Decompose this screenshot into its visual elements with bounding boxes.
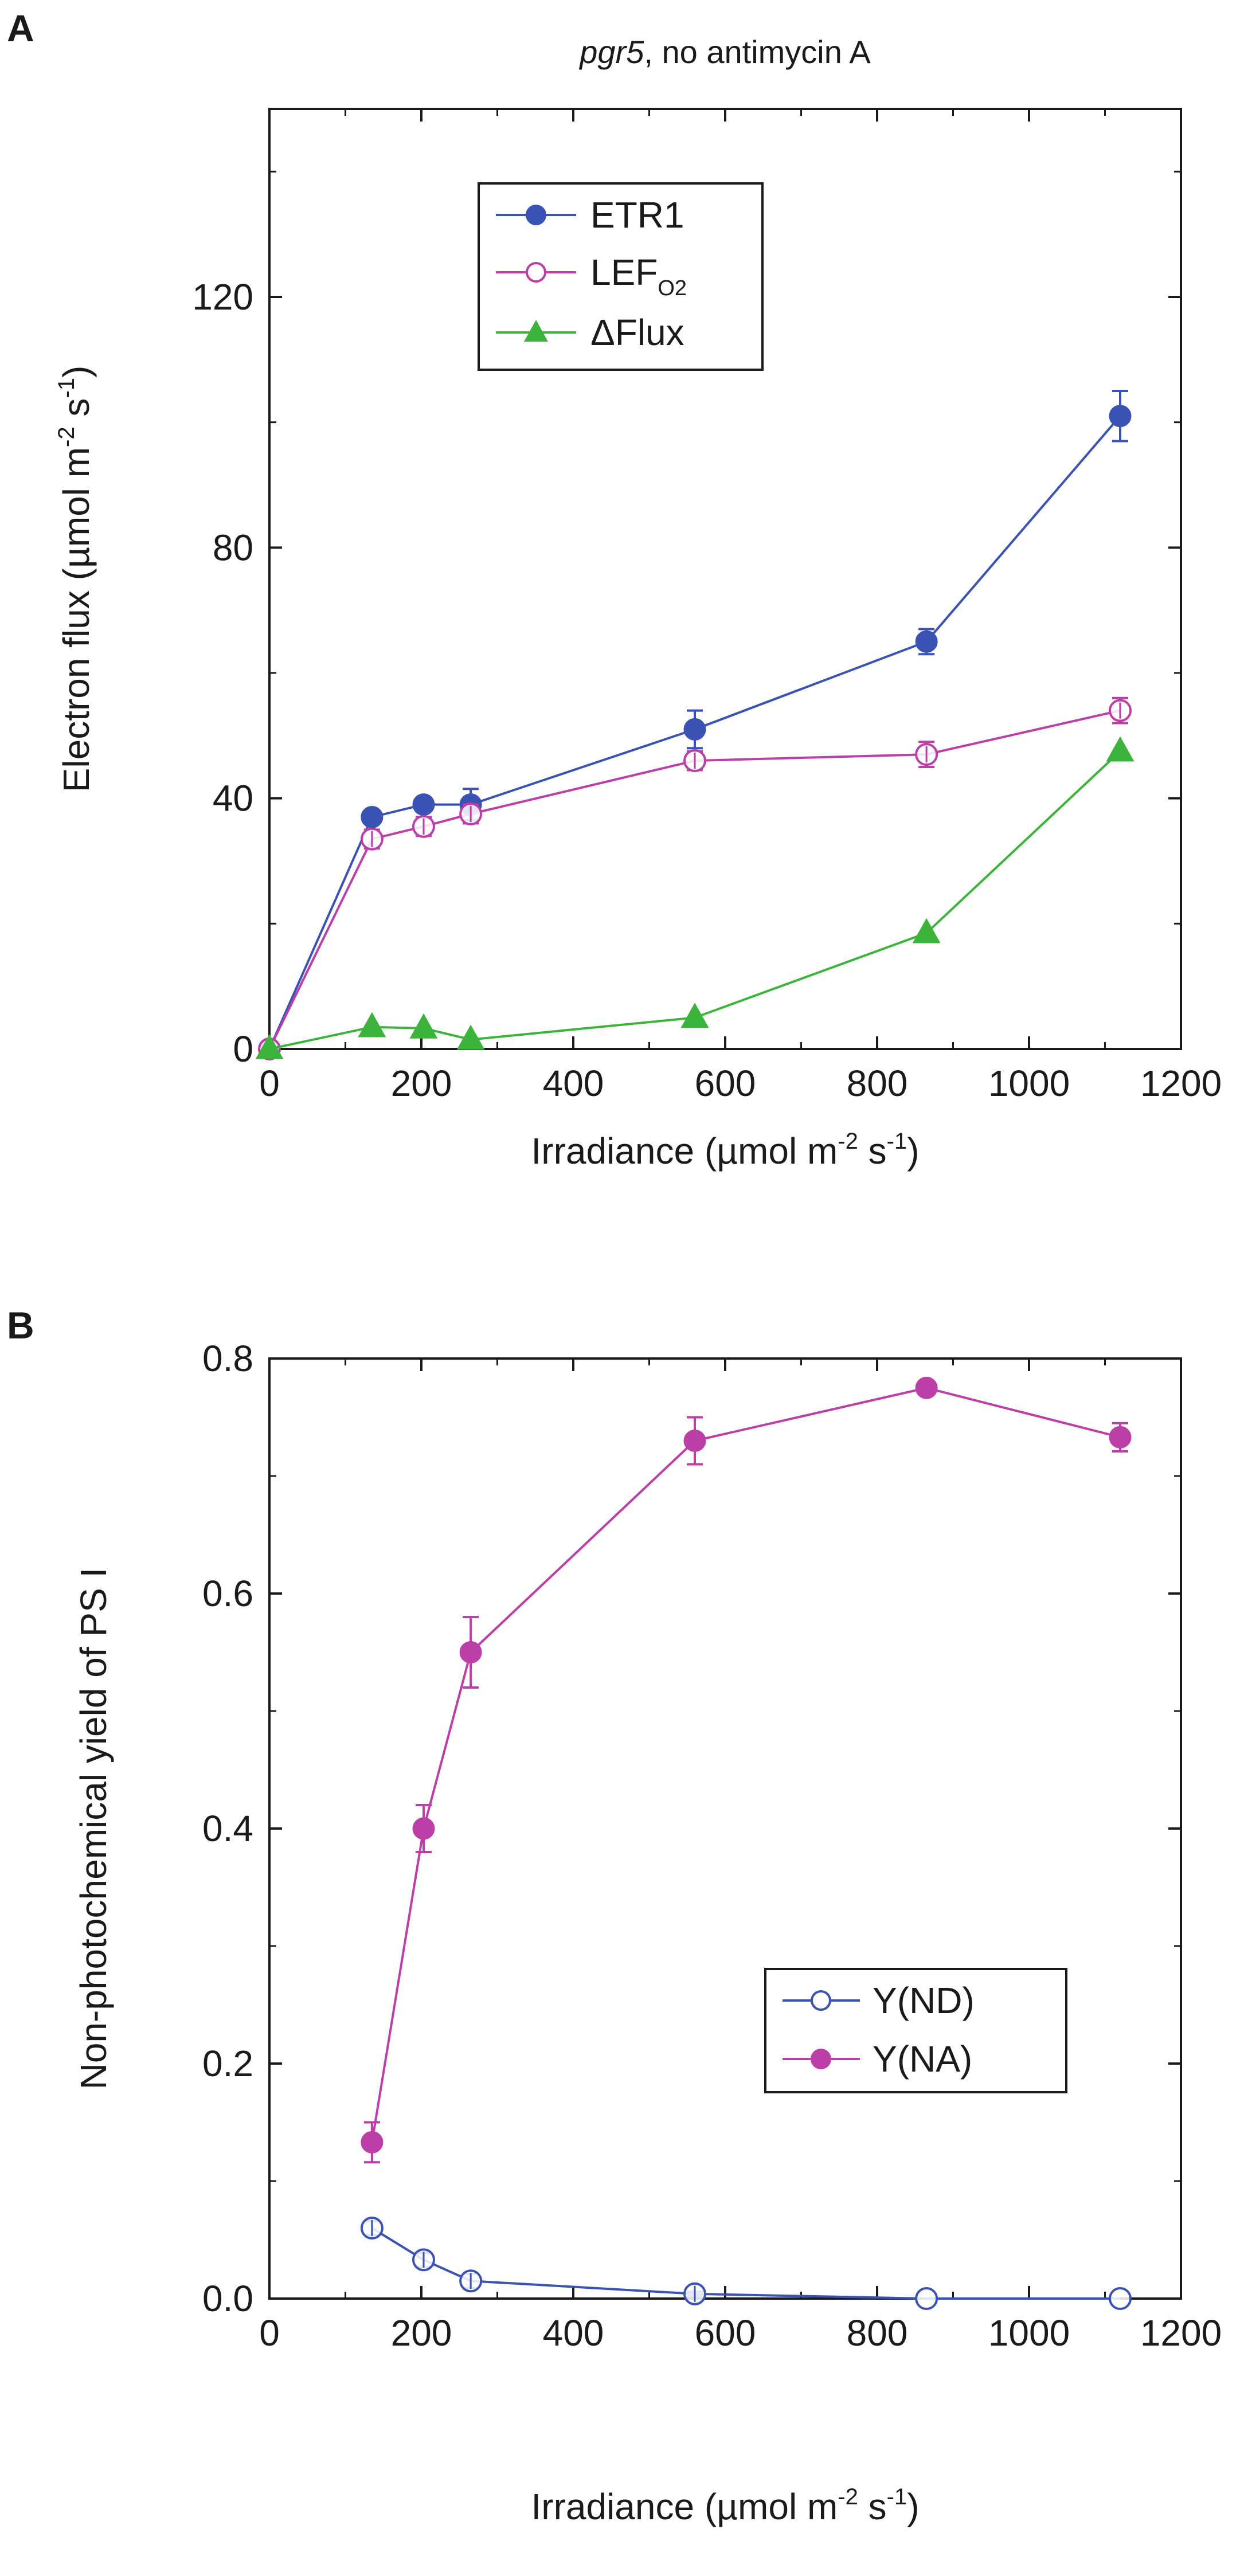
panel-label-a: A xyxy=(7,7,34,49)
panel-b-y-ticks: 0.0 0.2 0.4 0.6 0.8 xyxy=(202,1338,1181,2319)
panel-b-y-axis-title: Non-photochemical yield of PS I xyxy=(73,1568,114,2090)
data-point-y-na xyxy=(459,1641,482,1663)
panel-a-series xyxy=(255,390,1135,1060)
y-tick-label: 120 xyxy=(192,276,253,318)
legend-marker-etr1 xyxy=(526,205,546,225)
panel-b-legend-frame xyxy=(764,1968,1067,2093)
panel-label-b: B xyxy=(7,1304,34,1346)
data-point-etr1 xyxy=(361,805,384,828)
legend-marker-delta-flux xyxy=(524,320,548,342)
legend-item-delta-flux: ΔFlux xyxy=(496,312,684,353)
legend-marker-lef-o2 xyxy=(526,262,546,283)
legend-marker-ynd xyxy=(811,1990,831,2011)
panel-b-legend: Y(ND) Y(NA) xyxy=(764,1968,1067,2093)
y-tick-label: 0.6 xyxy=(202,1573,253,1614)
y-tick-label: 0.8 xyxy=(202,1338,253,1379)
x-tick-label: 1200 xyxy=(1140,1063,1222,1104)
data-point-y-na xyxy=(361,2131,384,2154)
data-point-etr1 xyxy=(683,718,706,741)
panel-a-legend: ETR1 LEFO2 ΔFlux xyxy=(478,182,764,371)
series-line-y-na xyxy=(370,1387,1121,2143)
data-point-y-na xyxy=(1109,1426,1132,1448)
panel-b-x-axis-title: Irradiance (µmol m-2 s-1) xyxy=(531,2484,919,2527)
x-tick-label: 600 xyxy=(695,2312,756,2354)
legend-item-lef-o2: LEFO2 xyxy=(496,252,687,300)
legend-item-ynd: Y(ND) xyxy=(783,1980,975,2021)
panel-a-y-ticks: 0 40 80 120 xyxy=(192,170,1181,1070)
data-point-delta-flux xyxy=(680,1003,709,1028)
data-point-y-na xyxy=(683,1430,706,1452)
data-point-delta-flux xyxy=(358,1012,386,1038)
legend-label-delta-flux: ΔFlux xyxy=(590,312,684,353)
data-point-etr1 xyxy=(412,793,435,816)
y-tick-label: 0.0 xyxy=(202,2278,253,2319)
x-tick-label: 1000 xyxy=(988,1063,1070,1104)
y-tick-label: 40 xyxy=(213,778,253,819)
panel-a-x-ticks: 0 200 400 600 800 1000 1200 xyxy=(259,109,1222,1104)
x-tick-label: 200 xyxy=(391,2312,452,2354)
x-tick-label: 400 xyxy=(543,1063,604,1104)
x-tick-label: 800 xyxy=(847,1063,908,1104)
legend-label-lef-o2: LEFO2 xyxy=(590,252,687,300)
x-tick-label: 400 xyxy=(543,2312,604,2354)
x-tick-label: 200 xyxy=(391,1063,452,1104)
legend-item-yna: Y(NA) xyxy=(783,2038,972,2080)
data-point-delta-flux xyxy=(1106,736,1135,762)
panel-b-plot-frame xyxy=(268,1357,1182,2300)
data-point-delta-flux xyxy=(912,918,941,944)
panel-a: A pgr5, no antimycin A 0 200 400 600 800 1000… xyxy=(7,7,1222,1172)
legend-label-yna: Y(NA) xyxy=(873,2038,972,2080)
panel-a-x-axis-title: Irradiance (µmol m-2 s-1) xyxy=(531,1129,919,1172)
data-point-y-nd xyxy=(915,2287,938,2310)
panel-b-series xyxy=(360,1376,1132,2310)
data-point-y-nd xyxy=(1109,2287,1132,2310)
x-tick-label: 1000 xyxy=(988,2312,1070,2354)
data-point-y-na xyxy=(412,1817,435,1840)
panel-a-title: pgr5, no antimycin A xyxy=(578,34,871,70)
data-point-y-na xyxy=(915,1376,938,1399)
legend-marker-yna xyxy=(811,2049,831,2069)
y-tick-label: 0 xyxy=(233,1028,253,1070)
legend-label-ynd: Y(ND) xyxy=(873,1980,975,2021)
data-point-delta-flux xyxy=(255,1033,284,1059)
data-point-delta-flux xyxy=(409,1013,438,1039)
data-point-etr1 xyxy=(915,630,938,653)
panel-b-x-ticks: 0 200 400 600 800 1000 1200 xyxy=(259,1359,1222,2354)
x-tick-label: 600 xyxy=(695,1063,756,1104)
data-point-delta-flux xyxy=(456,1024,485,1050)
x-tick-label: 800 xyxy=(847,2312,908,2354)
legend-item-etr1: ETR1 xyxy=(496,194,684,236)
x-tick-label: 1200 xyxy=(1140,2312,1222,2354)
y-tick-label: 0.4 xyxy=(202,1808,253,1849)
x-tick-label: 0 xyxy=(259,2312,280,2354)
panel-a-y-axis-title: Electron flux (µmol m-2 s-1) xyxy=(54,366,97,793)
panel-b: B 0 200 400 600 800 1000 1200 0.00.20.40.60.8 … xyxy=(7,1304,1222,2527)
y-tick-label: 0.2 xyxy=(202,2043,253,2084)
y-tick-label: 80 xyxy=(213,527,253,568)
data-point-etr1 xyxy=(1109,405,1132,428)
x-tick-label: 0 xyxy=(259,1063,280,1104)
series-line-y-nd xyxy=(371,2227,1120,2300)
legend-label-etr1: ETR1 xyxy=(590,194,684,236)
